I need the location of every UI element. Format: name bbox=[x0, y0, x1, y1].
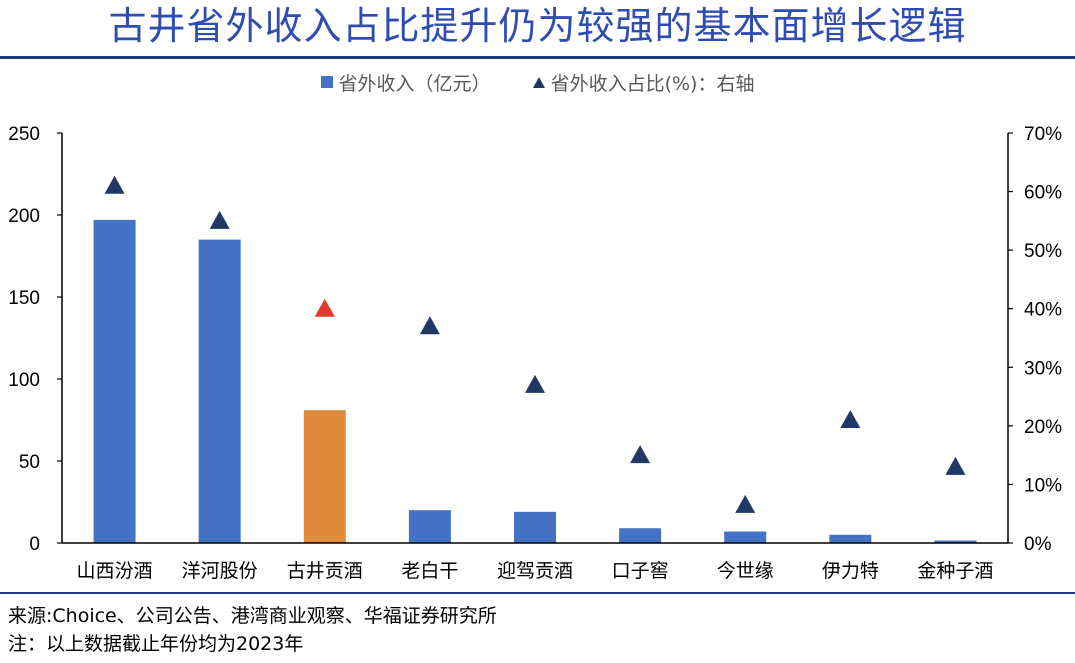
share-marker-5 bbox=[525, 374, 545, 393]
right-tick-label: 10% bbox=[1024, 475, 1062, 496]
right-tick-label: 20% bbox=[1024, 417, 1062, 438]
category-label: 金种子酒 bbox=[917, 560, 993, 582]
bar-5 bbox=[514, 511, 556, 543]
title-divider bbox=[0, 56, 1075, 59]
share-marker-8 bbox=[840, 410, 861, 428]
left-tick-label: 250 bbox=[8, 124, 40, 145]
bar-9 bbox=[934, 540, 977, 543]
legend-marker-label: 省外收入占比(%)：右轴 bbox=[550, 72, 755, 95]
share-marker-4 bbox=[419, 316, 440, 335]
left-tick-label: 200 bbox=[8, 206, 40, 227]
left-tick-label: 50 bbox=[19, 452, 40, 473]
right-tick-label: 0% bbox=[1024, 534, 1052, 555]
legend-bar-label: 省外收入（亿元） bbox=[338, 72, 491, 95]
share-marker-7 bbox=[735, 494, 756, 513]
category-label: 洋河股份 bbox=[182, 560, 258, 582]
bar-7 bbox=[724, 531, 767, 543]
category-label: 山西汾酒 bbox=[77, 560, 153, 582]
chart-title: 古井省外收入占比提升仍为较强的基本面增长逻辑 bbox=[108, 4, 967, 48]
legend-item-bar: 省外收入（亿元） bbox=[320, 69, 491, 96]
category-label: 老白干 bbox=[401, 560, 458, 582]
legend-item-marker: 省外收入占比(%)：右轴 bbox=[532, 69, 755, 96]
bar-2 bbox=[198, 239, 241, 543]
legend-bar-swatch bbox=[320, 76, 333, 88]
left-tick-label: 0 bbox=[29, 534, 40, 555]
bottom-divider bbox=[0, 592, 1075, 594]
legend-triangle-swatch bbox=[532, 76, 545, 88]
right-tick-label: 50% bbox=[1024, 241, 1062, 262]
category-label: 伊力特 bbox=[822, 560, 879, 582]
category-label: 迎驾贡酒 bbox=[497, 560, 573, 582]
footnote: 注：以上数据截止年份均为2023年 bbox=[8, 633, 304, 655]
bar-4 bbox=[408, 510, 451, 543]
share-marker-6 bbox=[630, 445, 651, 464]
right-tick-label: 40% bbox=[1024, 300, 1062, 321]
combo-chart: 0 50 100 150 200 250 0% 10% 20% 30% 40% 50% 60% 70% 山西… bbox=[8, 124, 1062, 582]
category-label: 今世缘 bbox=[717, 560, 774, 582]
source-note: 来源:Choice、公司公告、港湾商业观察、华福证券研究所 bbox=[8, 605, 497, 627]
right-tick-label: 70% bbox=[1024, 124, 1062, 145]
share-marker-9 bbox=[945, 456, 966, 475]
bar-8 bbox=[829, 534, 872, 543]
left-tick-label: 150 bbox=[8, 288, 40, 309]
left-tick-label: 100 bbox=[8, 370, 40, 391]
share-marker-2 bbox=[209, 210, 230, 229]
chart-legend: 省外收入（亿元） 省外收入占比(%)：右轴 bbox=[0, 69, 1075, 96]
category-label: 口子窖 bbox=[612, 560, 669, 582]
category-label: 古井贡酒 bbox=[287, 560, 363, 582]
bar-1 bbox=[93, 219, 136, 544]
right-tick-label: 30% bbox=[1024, 358, 1062, 379]
share-marker-3 bbox=[314, 298, 335, 317]
share-marker-1 bbox=[104, 175, 125, 194]
bar-3 bbox=[303, 410, 346, 543]
right-tick-label: 60% bbox=[1024, 183, 1062, 204]
bar-6 bbox=[619, 528, 662, 543]
